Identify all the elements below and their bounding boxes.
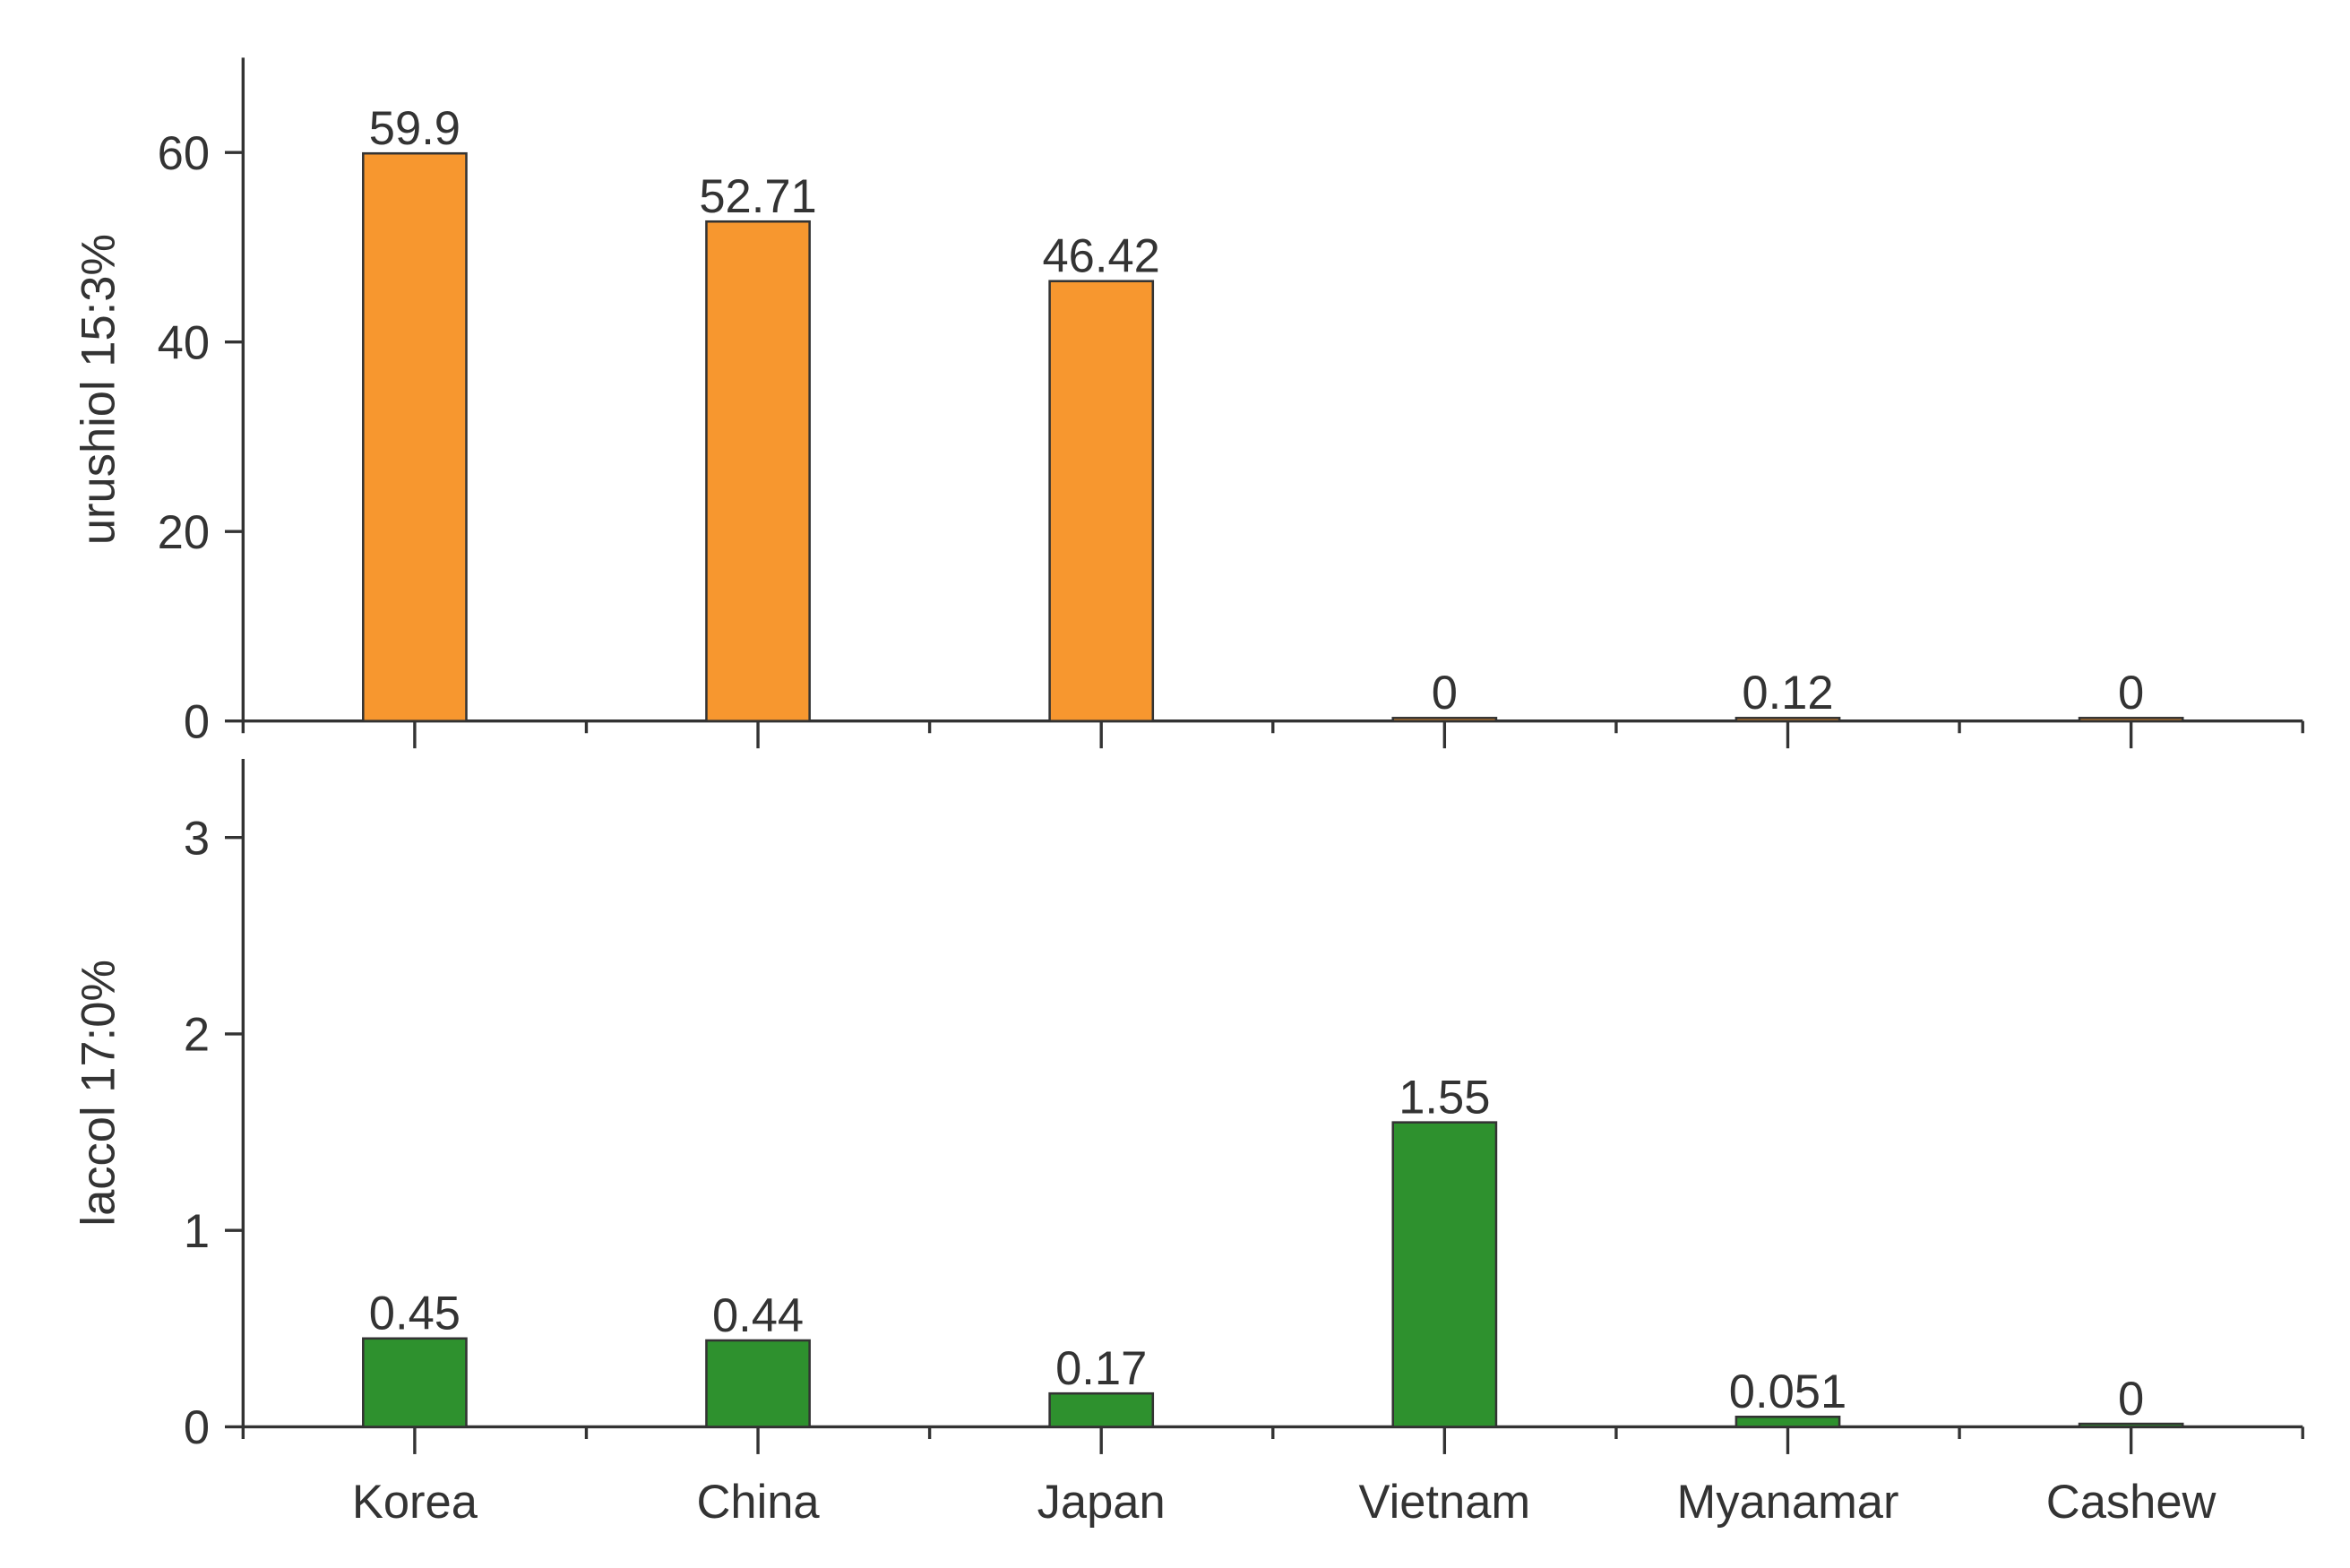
value-label: 52.71 <box>699 170 816 223</box>
x-tick-label: Myanamar <box>1676 1476 1898 1529</box>
value-label: 46.42 <box>1043 230 1160 283</box>
bar <box>2078 717 2184 722</box>
x-tick-label: Japan <box>1037 1476 1166 1529</box>
bar <box>1391 717 1498 722</box>
bar <box>1048 1391 1155 1428</box>
x-tick-label: Vietnam <box>1359 1476 1531 1529</box>
y-tick-label: 0 <box>184 1401 210 1454</box>
y-tick-label: 2 <box>184 1009 210 1062</box>
value-label: 0.44 <box>712 1289 804 1342</box>
value-label: 0.17 <box>1055 1342 1147 1395</box>
value-label: 0.12 <box>1742 667 1833 719</box>
y-axis-label: urushiol 15:3% <box>72 234 125 545</box>
bar <box>1048 280 1155 722</box>
value-label: 0.051 <box>1729 1366 1846 1418</box>
y-axis-label: laccol 17:0% <box>72 960 125 1227</box>
value-label: 0 <box>2118 667 2144 719</box>
y-tick-label: 1 <box>184 1205 210 1258</box>
y-tick-label: 0 <box>184 695 210 748</box>
y-tick-label: 60 <box>158 127 210 180</box>
x-tick-label: China <box>696 1476 820 1529</box>
value-label: 0 <box>1432 667 1458 719</box>
x-tick-label: Cashew <box>2046 1476 2217 1529</box>
bar <box>705 1339 811 1428</box>
y-tick-label: 40 <box>158 316 210 369</box>
value-label: 0 <box>2118 1373 2144 1426</box>
value-label: 1.55 <box>1399 1071 1490 1124</box>
bar <box>1735 717 1841 722</box>
bar <box>362 1337 468 1428</box>
y-tick-label: 3 <box>184 812 210 865</box>
bar <box>362 151 468 722</box>
value-label: 0.45 <box>369 1288 461 1340</box>
bar <box>1735 1415 1841 1428</box>
bar <box>2078 1422 2184 1428</box>
bar <box>1391 1121 1498 1428</box>
x-tick-label: Korea <box>352 1476 478 1529</box>
bar <box>705 220 811 722</box>
value-label: 59.9 <box>369 102 461 155</box>
y-tick-label: 20 <box>158 506 210 559</box>
